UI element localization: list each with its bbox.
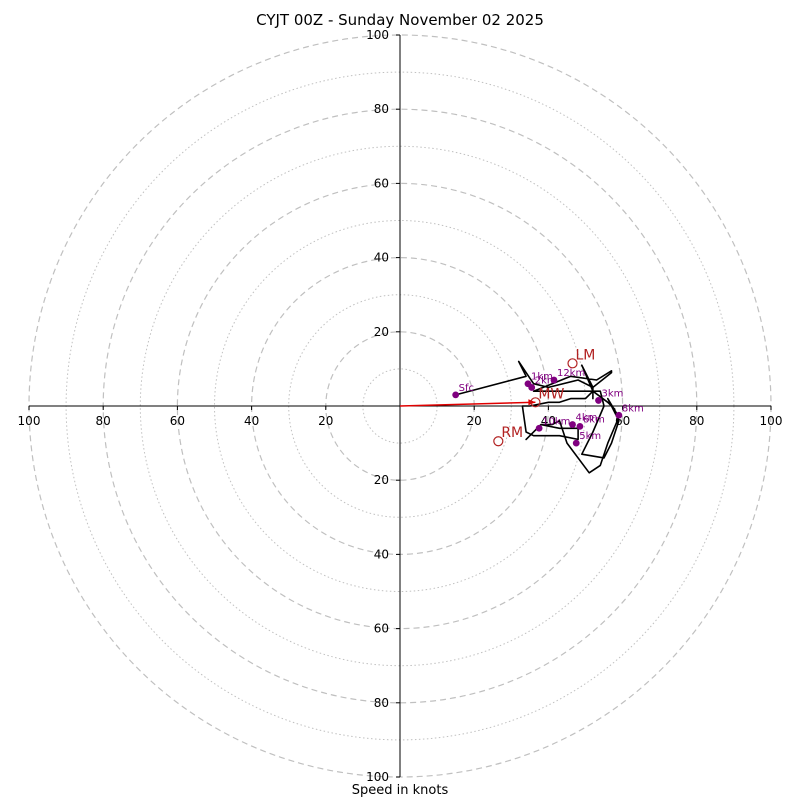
height-label-3km: 3km (601, 388, 623, 399)
y-tick-label: 40 (374, 251, 389, 265)
marker-label-LM: LM (576, 347, 596, 363)
y-tick-label: 20 (374, 473, 389, 487)
mean-wind-vector (399, 399, 536, 407)
hodograph-line (455, 360, 620, 474)
height-point-6km (576, 423, 584, 430)
height-point-3km (595, 397, 602, 404)
x-tick-label: 100 (760, 414, 783, 428)
x-tick-label: 100 (18, 414, 41, 428)
y-tick-label: 80 (374, 102, 389, 116)
marker-label-RM: RM (501, 425, 523, 441)
height-point-12km (550, 376, 558, 384)
height-label-12km: 12km (557, 368, 585, 379)
height-point-5km (572, 439, 580, 447)
height-label-6km: 6km (583, 414, 605, 425)
x-tick-label: 20 (318, 414, 333, 428)
height-label-8km: 8km (622, 403, 644, 414)
x-tick-label: 40 (244, 414, 259, 428)
height-point-4km (569, 421, 576, 428)
marker-LM (567, 358, 578, 369)
x-axis-label: Speed in knots (351, 783, 449, 798)
y-tick-label: 40 (374, 547, 389, 561)
x-tick-label: 20 (467, 414, 482, 428)
y-tick-label: 60 (374, 176, 389, 190)
x-tick-label: 60 (170, 414, 185, 428)
height-point-10km (535, 424, 543, 432)
height-label-1km: 1km (531, 372, 553, 383)
height-point-Sfc (452, 391, 460, 399)
marker-label-MW: MW (538, 386, 564, 402)
height-label-Sfc: Sfc (459, 383, 474, 394)
x-tick-label: 80 (689, 414, 704, 428)
height-label-10km: 10km (542, 416, 570, 427)
chart-title: CYJT 00Z - Sunday November 02 2025 (256, 11, 544, 29)
y-tick-label: 100 (366, 770, 389, 784)
marker-MW (530, 397, 541, 408)
height-point-8km (615, 411, 623, 419)
x-tick-label: 80 (96, 414, 111, 428)
storm-motion-markers: LM MW RM (493, 347, 596, 447)
y-tick-label: 60 (374, 622, 389, 636)
mean-wind-arrow (399, 401, 536, 407)
y-tick-label: 80 (374, 696, 389, 710)
mean-wind-arrowhead (528, 399, 536, 406)
y-tick-label: 100 (366, 28, 389, 42)
height-label-2km: 2km (535, 375, 557, 386)
height-label-4km: 4km (576, 413, 598, 424)
tick-labels: 100 80 60 40 20 20 40 60 80 100204060801002040608… (18, 28, 783, 784)
marker-RM (493, 436, 504, 447)
height-point-2km (528, 384, 536, 391)
height-label-5km: 5km (579, 431, 601, 442)
y-tick-label: 20 (374, 325, 389, 339)
hodograph-trace (455, 360, 620, 474)
